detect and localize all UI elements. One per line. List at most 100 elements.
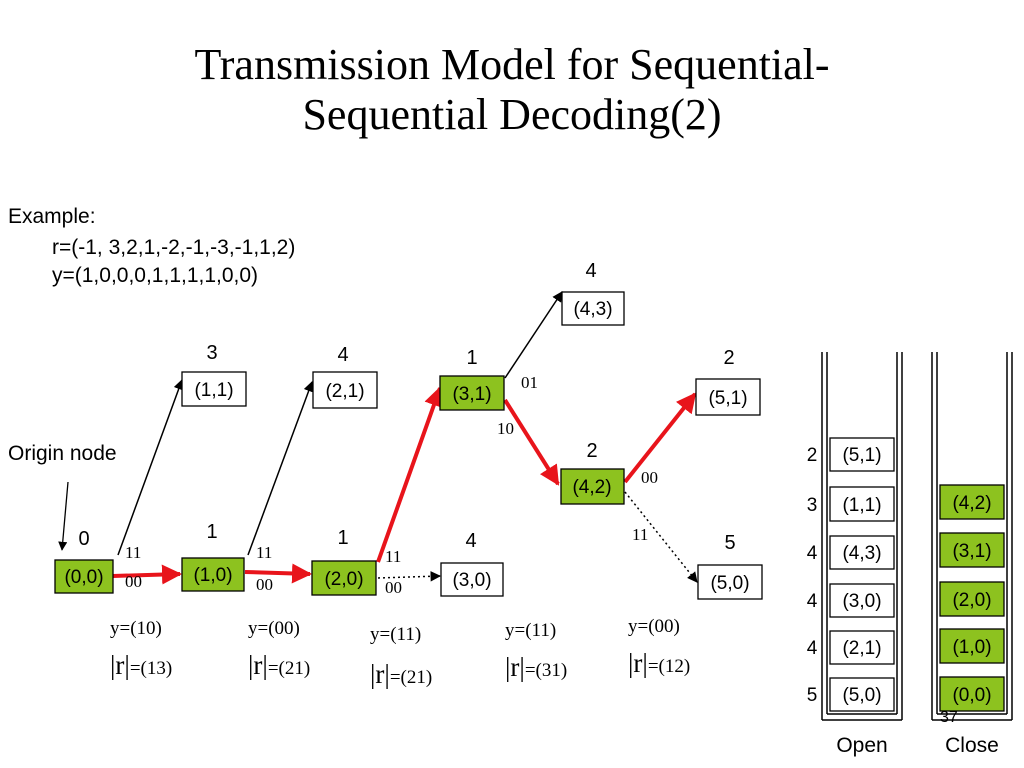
close-item-node: (3,1) [952,541,991,562]
open-item-box [829,630,895,665]
node-metric: 0 [78,528,89,550]
received-y: y=(00) [628,616,680,637]
node-box-2-0 [311,560,377,596]
close-item-node: (2,0) [952,590,991,611]
received-y: y=(00) [248,618,300,639]
open-item-node: (3,0) [842,591,881,612]
close-item-box [939,484,1005,520]
open-item-metric: 3 [807,495,818,516]
node-label: (3,1) [452,384,491,405]
node-box-5-1 [695,378,761,416]
title-line-1: Transmission Model for Sequential- [194,40,830,89]
edge-00-to-11 [117,379,184,556]
origin-pointer-arrow [58,481,69,551]
open-item-node: (5,0) [842,685,881,706]
node-box-3-1 [439,375,505,411]
edge-31-to-42 [503,398,560,486]
origin-node-label: Origin node [8,442,117,465]
close-item-box [939,532,1005,568]
received-y: y=(10) [110,618,162,639]
node-box-0-0 [54,559,114,594]
node-box-4-3 [561,291,625,326]
node-label: (5,1) [708,388,747,409]
received-r: |r|=(21) [248,650,310,680]
node-label: (2,1) [325,381,364,402]
node-metric: 1 [206,521,217,543]
node-box-4-2 [560,468,625,505]
edge-20-to-30 [377,571,442,582]
node-label: (5,0) [710,573,749,594]
close-stack-label: Close [945,734,999,757]
close-item-node: (1,0) [952,637,991,658]
received-r: |r|=(31) [505,652,567,682]
node-label: (4,3) [573,299,612,320]
received-annotations: y=(10) |r|=(13) y=(00) |r|=(21) y=(11) |… [110,616,690,689]
close-item-box [939,676,1005,712]
branch-label: 10 [497,419,514,438]
node-label: (1,0) [193,565,232,586]
open-item-box [829,437,895,472]
open-stack-label: Open [836,734,887,757]
open-item-metric: 5 [807,685,818,706]
node-box-3-0 [440,562,504,597]
title-line-2: Sequential Decoding(2) [302,90,722,139]
open-stack-items: (5,1) 2 (1,1) 3 (4,3) 4 (3,0) 4 (2,1) 4 … [807,437,895,712]
open-item-metric: 4 [807,543,818,564]
received-r: |r|=(12) [628,648,690,678]
node-metric: 4 [465,530,476,552]
branch-label: 00 [641,468,658,487]
close-stack-items: (4,2) (3,1) (2,0) (1,0) (0,0) [939,484,1005,712]
edge-31-to-43 [504,291,563,379]
received-y: y=(11) [505,620,556,641]
open-item-box [829,535,895,570]
edge-20-to-31 [376,386,444,563]
edges [112,291,698,585]
close-item-box [939,581,1005,617]
slide-title: Transmission Model for Sequential- Seque… [0,40,1024,140]
example-label: Example: [8,205,96,228]
nodes: (0,0) 0 (1,0) 1 (1,1) 3 (2,0) 1 (2,1) 4 … [54,260,763,600]
received-y: y=(11) [370,624,421,645]
node-box-2-1 [312,371,378,409]
open-item-box [829,677,895,712]
close-item-node: (0,0) [952,685,991,706]
open-item-node: (4,3) [842,543,881,564]
node-box-1-0 [181,557,245,592]
edge-10-to-20 [244,563,312,584]
branch-label: 11 [385,547,401,566]
node-label: (1,1) [194,380,233,401]
close-item-node: (4,2) [952,493,991,514]
open-item-metric: 4 [807,638,818,659]
received-r: |r|=(13) [110,650,172,680]
node-metric: 4 [585,260,596,282]
node-metric: 2 [586,440,597,462]
open-item-metric: 2 [807,445,818,466]
branch-label: 11 [632,525,648,544]
node-metric: 4 [337,344,348,366]
node-box-5-0 [697,564,763,600]
open-item-node: (2,1) [842,638,881,659]
branch-label: 11 [125,543,141,562]
open-item-metric: 4 [807,591,818,612]
edge-00-to-10 [112,564,182,585]
edge-42-to-51 [623,392,697,484]
node-box-1-1 [181,371,247,407]
node-metric: 5 [724,532,735,554]
close-stack [931,352,1013,721]
example-y-vector: y=(1,0,0,0,1,1,1,1,0,0) [52,264,259,287]
branch-label: 00 [125,572,142,591]
node-metric: 1 [466,347,477,369]
close-item-box [939,628,1005,664]
edge-10-to-21 [247,381,314,556]
branch-labels: 11 00 11 00 11 00 01 10 00 11 [125,373,658,597]
page-number: 37 [940,709,958,726]
branch-label: 00 [256,575,273,594]
open-item-node: (1,1) [842,495,881,516]
branch-label: 00 [385,578,402,597]
node-label: (3,0) [452,570,491,591]
open-item-box [829,583,895,618]
open-item-box [829,486,895,522]
node-label: (0,0) [64,567,103,588]
node-metric: 3 [206,342,217,364]
